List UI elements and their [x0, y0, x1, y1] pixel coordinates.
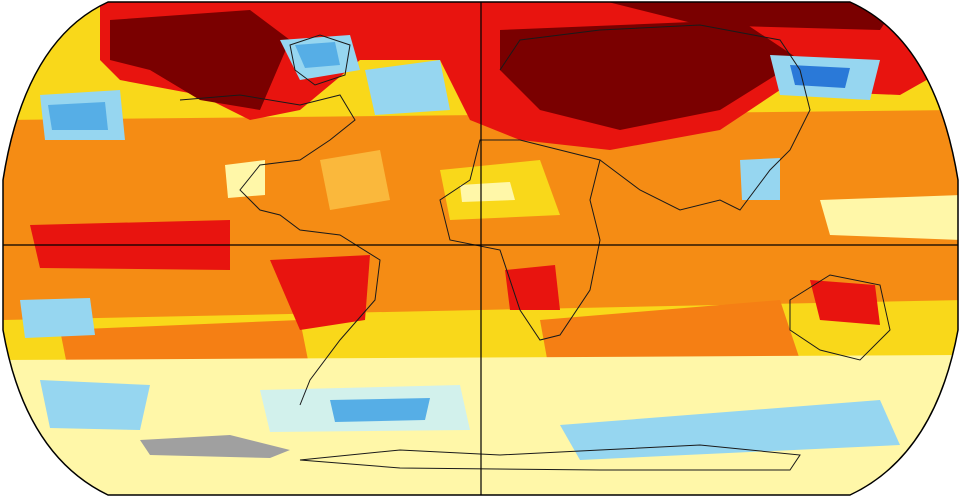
siberia-darkred — [500, 20, 800, 130]
east-pacific-lightblue — [20, 298, 95, 338]
africa-coast — [439, 139, 601, 341]
north-atlantic-lightblue — [365, 60, 450, 115]
bering-deepblue — [790, 65, 850, 88]
sahara-pale — [460, 182, 515, 202]
eurasia-coast — [499, 24, 811, 211]
west-pacific-pale — [820, 195, 958, 240]
southern-indian-blue — [560, 400, 900, 460]
greenland-coast — [289, 34, 351, 86]
east-asia-lightblue — [740, 158, 780, 200]
south-pacific-lightblue — [40, 380, 150, 430]
globe-outline — [2, 1, 959, 496]
greenland-blue — [295, 42, 340, 68]
arctic-darkred — [600, 2, 900, 30]
atlantic-lightorange — [320, 150, 390, 210]
africa-red — [505, 265, 560, 310]
americas-coast — [179, 94, 381, 406]
mexico-pale — [225, 160, 265, 198]
north-pacific-blue — [48, 102, 108, 130]
antarctica-coast — [299, 444, 801, 471]
australia-red — [810, 280, 880, 325]
no-data-region — [140, 435, 290, 458]
southern-atlantic-blue — [330, 398, 430, 422]
canada-darkred — [110, 10, 290, 110]
coastlines — [179, 24, 891, 471]
south-america-red — [270, 255, 370, 330]
australia-coast — [789, 274, 891, 361]
